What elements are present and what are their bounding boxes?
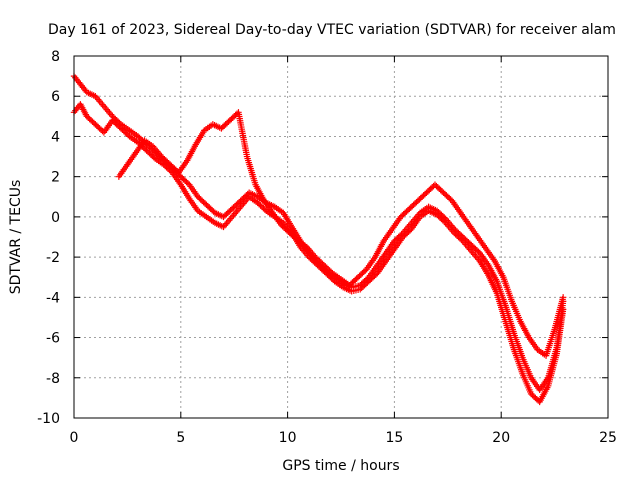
y-tick-label: 4 <box>51 129 60 145</box>
axes: 0 5 10 15 20 25 -10 -8 -6 -4 -2 0 2 4 6 8 <box>37 49 617 446</box>
y-tick-label: -10 <box>37 411 60 427</box>
data-point <box>458 236 465 243</box>
x-tick-label: 20 <box>492 430 510 446</box>
data-point <box>559 294 567 301</box>
chart-title: Day 161 of 2023, Sidereal Day-to-day VTE… <box>48 22 616 38</box>
x-tick-label: 5 <box>176 430 185 446</box>
x-tick-label: 0 <box>70 430 79 446</box>
series-trace-3 <box>115 109 567 359</box>
x-tick-label: 25 <box>599 430 617 446</box>
x-tick-label: 15 <box>385 430 403 446</box>
y-tick-label: -6 <box>46 331 60 347</box>
series-trace-2 <box>70 101 567 406</box>
y-tick-label: 6 <box>51 89 60 105</box>
y-tick-label: -2 <box>46 250 60 266</box>
data-point <box>441 218 448 225</box>
y-axis-label: SDTVAR / TECUs <box>8 180 24 295</box>
y-tick-label: 0 <box>51 210 60 226</box>
x-tick-label: 10 <box>279 430 297 446</box>
plot-frame <box>73 55 609 419</box>
y-tick-label: 8 <box>51 49 60 65</box>
y-tick-label: -8 <box>46 371 60 387</box>
y-tick-label: 2 <box>51 170 60 186</box>
series-trace-1 <box>70 72 567 394</box>
data-points <box>70 72 567 406</box>
y-tick-label: -4 <box>46 290 60 306</box>
x-axis-label: GPS time / hours <box>282 458 399 474</box>
grid <box>74 56 608 418</box>
